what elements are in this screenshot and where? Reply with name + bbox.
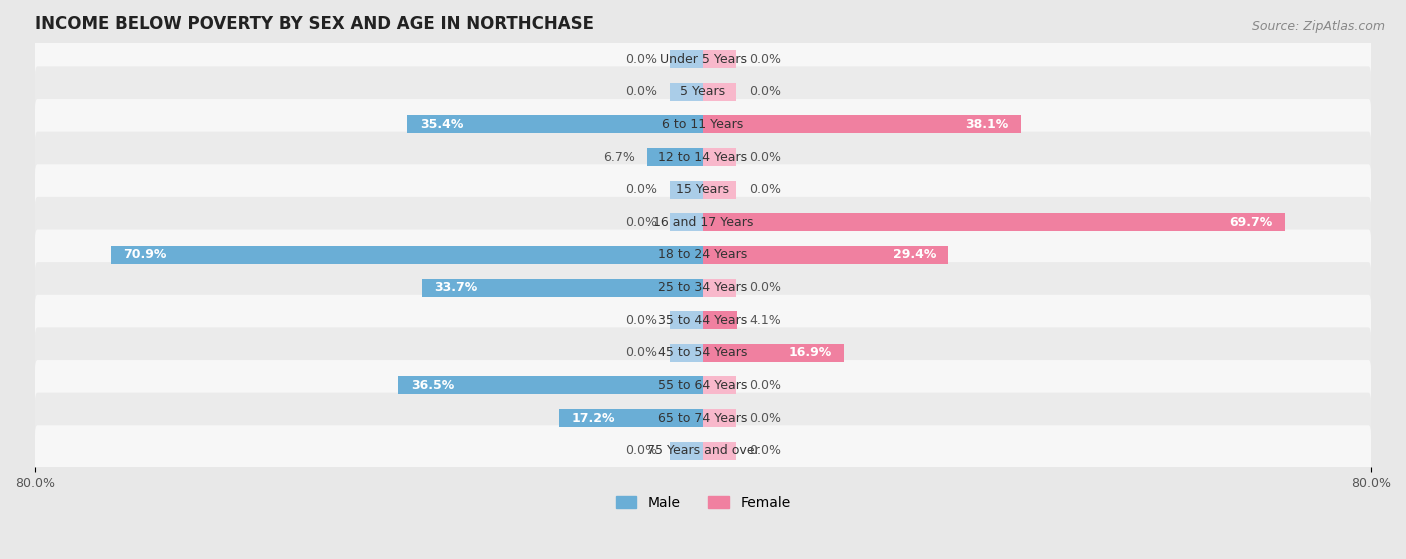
Text: 12 to 14 Years: 12 to 14 Years bbox=[658, 150, 748, 164]
Text: 6 to 11 Years: 6 to 11 Years bbox=[662, 118, 744, 131]
FancyBboxPatch shape bbox=[35, 34, 1371, 84]
Bar bbox=[703, 181, 737, 198]
Bar bbox=[669, 148, 703, 166]
Text: 0.0%: 0.0% bbox=[749, 444, 780, 457]
Text: 33.7%: 33.7% bbox=[434, 281, 478, 294]
Bar bbox=[647, 148, 703, 166]
Text: 18 to 24 Years: 18 to 24 Years bbox=[658, 248, 748, 262]
Text: 0.0%: 0.0% bbox=[626, 86, 657, 98]
Bar bbox=[703, 246, 949, 264]
FancyBboxPatch shape bbox=[35, 392, 1371, 443]
Text: 0.0%: 0.0% bbox=[749, 281, 780, 294]
Text: 15 Years: 15 Years bbox=[676, 183, 730, 196]
Text: 29.4%: 29.4% bbox=[893, 248, 936, 262]
Bar bbox=[669, 214, 703, 231]
Bar bbox=[703, 83, 737, 101]
Bar bbox=[703, 214, 737, 231]
Text: Under 5 Years: Under 5 Years bbox=[659, 53, 747, 66]
FancyBboxPatch shape bbox=[35, 360, 1371, 411]
Text: 6.7%: 6.7% bbox=[603, 150, 634, 164]
Bar bbox=[398, 377, 703, 395]
Bar bbox=[111, 246, 703, 264]
Text: 75 Years and over: 75 Years and over bbox=[647, 444, 759, 457]
Legend: Male, Female: Male, Female bbox=[610, 490, 796, 515]
Text: 35 to 44 Years: 35 to 44 Years bbox=[658, 314, 748, 326]
FancyBboxPatch shape bbox=[35, 230, 1371, 281]
Text: 0.0%: 0.0% bbox=[749, 183, 780, 196]
Text: 55 to 64 Years: 55 to 64 Years bbox=[658, 379, 748, 392]
FancyBboxPatch shape bbox=[35, 197, 1371, 248]
Text: 0.0%: 0.0% bbox=[749, 379, 780, 392]
Text: 0.0%: 0.0% bbox=[749, 53, 780, 66]
Bar bbox=[703, 409, 737, 427]
Text: 16 and 17 Years: 16 and 17 Years bbox=[652, 216, 754, 229]
Bar bbox=[669, 442, 703, 459]
Text: 38.1%: 38.1% bbox=[966, 118, 1008, 131]
Text: 70.9%: 70.9% bbox=[124, 248, 167, 262]
Text: 36.5%: 36.5% bbox=[411, 379, 454, 392]
FancyBboxPatch shape bbox=[35, 131, 1371, 183]
FancyBboxPatch shape bbox=[35, 164, 1371, 215]
Text: 0.0%: 0.0% bbox=[626, 444, 657, 457]
FancyBboxPatch shape bbox=[35, 262, 1371, 313]
FancyBboxPatch shape bbox=[35, 295, 1371, 345]
Bar bbox=[669, 409, 703, 427]
Bar bbox=[669, 377, 703, 395]
Bar bbox=[669, 278, 703, 297]
Text: 4.1%: 4.1% bbox=[749, 314, 782, 326]
Bar bbox=[408, 116, 703, 134]
Bar bbox=[703, 278, 737, 297]
Text: 0.0%: 0.0% bbox=[749, 150, 780, 164]
Bar bbox=[669, 344, 703, 362]
Text: 0.0%: 0.0% bbox=[749, 411, 780, 425]
Bar bbox=[703, 344, 737, 362]
Text: 0.0%: 0.0% bbox=[626, 347, 657, 359]
Bar bbox=[703, 311, 737, 329]
Bar bbox=[669, 50, 703, 68]
Bar bbox=[703, 116, 737, 134]
Bar bbox=[669, 311, 703, 329]
Bar bbox=[703, 50, 737, 68]
Bar bbox=[422, 278, 703, 297]
Bar bbox=[703, 116, 1021, 134]
Text: 35.4%: 35.4% bbox=[420, 118, 464, 131]
FancyBboxPatch shape bbox=[35, 99, 1371, 150]
Text: 0.0%: 0.0% bbox=[749, 86, 780, 98]
Bar bbox=[703, 377, 737, 395]
Bar bbox=[703, 246, 737, 264]
Text: 25 to 34 Years: 25 to 34 Years bbox=[658, 281, 748, 294]
Bar bbox=[703, 148, 737, 166]
Bar bbox=[669, 181, 703, 198]
FancyBboxPatch shape bbox=[35, 328, 1371, 378]
Text: 0.0%: 0.0% bbox=[626, 314, 657, 326]
Text: 0.0%: 0.0% bbox=[626, 183, 657, 196]
Bar bbox=[669, 83, 703, 101]
FancyBboxPatch shape bbox=[35, 425, 1371, 476]
Bar bbox=[560, 409, 703, 427]
Bar bbox=[703, 442, 737, 459]
Text: 69.7%: 69.7% bbox=[1229, 216, 1272, 229]
Text: 17.2%: 17.2% bbox=[572, 411, 616, 425]
Text: 0.0%: 0.0% bbox=[626, 53, 657, 66]
Text: 16.9%: 16.9% bbox=[789, 347, 831, 359]
Text: 65 to 74 Years: 65 to 74 Years bbox=[658, 411, 748, 425]
Text: Source: ZipAtlas.com: Source: ZipAtlas.com bbox=[1251, 20, 1385, 32]
Text: INCOME BELOW POVERTY BY SEX AND AGE IN NORTHCHASE: INCOME BELOW POVERTY BY SEX AND AGE IN N… bbox=[35, 15, 593, 33]
Bar bbox=[669, 116, 703, 134]
Text: 5 Years: 5 Years bbox=[681, 86, 725, 98]
Text: 0.0%: 0.0% bbox=[626, 216, 657, 229]
Bar bbox=[703, 344, 844, 362]
Bar bbox=[703, 311, 737, 329]
FancyBboxPatch shape bbox=[35, 67, 1371, 117]
Bar bbox=[669, 246, 703, 264]
Bar bbox=[703, 214, 1285, 231]
Text: 45 to 54 Years: 45 to 54 Years bbox=[658, 347, 748, 359]
